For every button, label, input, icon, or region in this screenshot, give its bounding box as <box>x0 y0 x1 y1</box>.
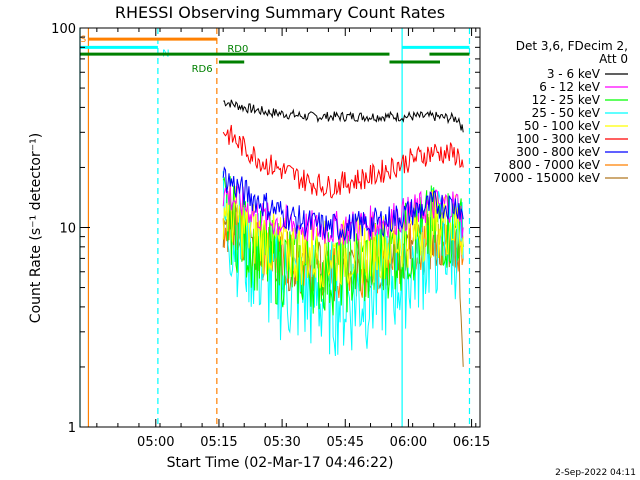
legend-entry-label-1: 6 - 12 keV <box>539 80 601 94</box>
data-series-group <box>222 99 464 367</box>
state-label-rd6: RD6 <box>192 64 213 75</box>
legend-entry-label-6: 300 - 800 keV <box>516 145 600 159</box>
legend-header-line-1: Det 3,6, FDecim 2, <box>516 39 628 53</box>
series-line-4 <box>222 182 464 289</box>
legend-entry-label-7: 800 - 7000 keV <box>509 158 601 172</box>
edge-state-label: S <box>81 35 87 45</box>
legend-entry-label-0: 3 - 6 keV <box>547 67 601 81</box>
series-line-0 <box>223 99 464 133</box>
y-tick-label-1: 10 <box>59 222 76 237</box>
y-tick-label-2: 100 <box>51 22 76 37</box>
state-bars-group: NRD0RD6S <box>80 35 470 75</box>
legend-entry-label-8: 7000 - 15000 keV <box>493 171 600 185</box>
state-label-rd0: RD0 <box>227 44 248 55</box>
x-tick-label-0: 05:00 <box>137 435 174 450</box>
x-tick-label-5: 06:15 <box>453 435 490 450</box>
legend-entry-label-3: 25 - 50 keV <box>532 106 601 120</box>
legend-entry-label-5: 100 - 300 keV <box>516 132 600 146</box>
y-tick-label-0: 1 <box>68 421 76 436</box>
x-axis-label: Start Time (02-Mar-17 04:46:22) <box>167 455 394 471</box>
legend-entry-label-4: 50 - 100 keV <box>524 119 601 133</box>
legend-entry-label-2: 12 - 25 keV <box>532 93 601 107</box>
series-line-5 <box>222 124 464 199</box>
series-line-6 <box>222 166 464 242</box>
axes-group: 05:00 05:15 05:30 05:45 06:00 06:15 1 10 100 <box>51 22 490 450</box>
chart-title: RHESSI Observing Summary Count Rates <box>115 3 445 22</box>
legend-header-line-2: Att 0 <box>599 52 628 66</box>
footer-timestamp: 2-Sep-2022 04:11 <box>555 468 636 478</box>
x-tick-label-1: 05:15 <box>200 435 237 450</box>
x-tick-label-3: 05:45 <box>327 435 364 450</box>
x-tick-label-4: 06:00 <box>390 435 427 450</box>
x-tick-label-2: 05:30 <box>263 435 300 450</box>
y-axis-label: Count Rate (s⁻¹ detector⁻¹) <box>28 133 44 323</box>
